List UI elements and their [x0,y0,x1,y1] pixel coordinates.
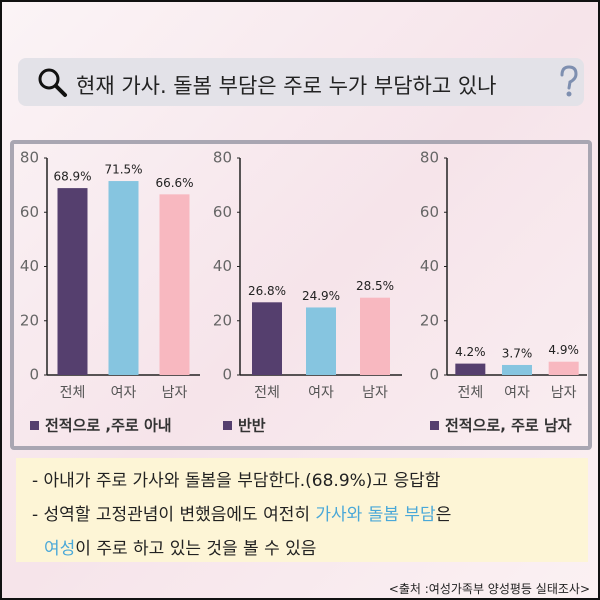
value-label: 4.2% [455,345,486,359]
legend-marker [30,421,39,430]
y-tick-label: 0 [222,366,232,384]
y-tick-label: 40 [213,257,232,275]
x-tick-label: 전체 [254,385,280,401]
chart-panel [10,140,592,450]
bar [252,302,282,375]
legend-marker [223,421,232,430]
y-tick-label: 80 [420,149,439,167]
note-line: - 아내가 주로 가사와 돌봄을 부담한다.(68.9%)고 응답함 [32,466,440,491]
value-label: 3.7% [502,346,533,360]
bar [108,181,139,375]
legend-label: 전적으로, 주로 남자 [445,417,572,435]
search-icon [38,68,67,97]
notes-box: - 아내가 주로 가사와 돌봄을 부담한다.(68.9%)고 응답함 - 성역할 … [16,458,588,562]
note-line: - 성역할 고정관념이 변했음에도 여전히 가사와 돌봄 부담은 [32,500,451,525]
bar [360,297,390,375]
value-label: 26.8% [248,284,286,298]
y-tick-label: 80 [213,149,232,167]
x-tick-label: 여자 [308,385,334,401]
y-tick-label: 60 [213,203,232,221]
note-text: - 아내가 주로 가사와 돌봄을 부담한다.(68.9%)고 응답함 [32,471,441,491]
y-tick-label: 40 [420,257,439,275]
source: <출처 :여성가족부 양성평등 실태조사> [388,582,590,596]
note-text: 이 주로 하고 있는 것을 볼 수 있음 [75,539,317,559]
legend-label: 전적으로 ,주로 아내 [45,417,172,435]
x-tick-label: 전체 [457,385,483,401]
note-text: 여성 [44,539,76,559]
bar [57,188,88,375]
note-text: - 성역할 고정관념이 변했음에도 여전히 [32,505,316,525]
x-tick-label: 여자 [504,385,530,401]
title: 현재 가사. 돌봄 부담은 주로 누가 부담하고 있나 [76,74,497,98]
value-label: 4.9% [548,343,579,357]
question-icon [560,65,578,97]
title-bar: 현재 가사. 돌봄 부담은 주로 누가 부담하고 있나 [18,58,584,106]
bar [455,363,486,375]
y-tick-label: 40 [20,257,39,275]
bar [306,307,336,375]
x-tick-label: 전체 [60,385,86,401]
x-tick-label: 남자 [551,385,577,401]
value-label: 71.5% [104,163,142,177]
value-label: 24.9% [302,289,340,303]
note-text: 가사와 돌봄 부담 [315,505,436,525]
y-tick-label: 60 [20,203,39,221]
y-tick-label: 0 [429,366,439,384]
x-tick-label: 남자 [162,385,188,401]
x-tick-label: 남자 [362,385,388,401]
note-line: 여성이 주로 하고 있는 것을 볼 수 있음 [44,534,316,559]
x-tick-label: 여자 [111,385,137,401]
bar [548,361,579,375]
note-text: 은 [435,505,452,525]
y-tick-label: 80 [20,149,39,167]
legend-marker [430,421,439,430]
bar [502,364,532,375]
value-label: 28.5% [356,279,394,293]
y-tick-label: 20 [20,311,39,329]
y-tick-label: 0 [29,366,39,384]
y-tick-label: 20 [213,311,232,329]
legend-label: 반반 [238,417,266,435]
value-label: 66.6% [155,176,193,190]
bar [159,194,190,375]
y-tick-label: 20 [420,311,439,329]
y-tick-label: 60 [420,203,439,221]
value-label: 68.9% [53,170,91,184]
